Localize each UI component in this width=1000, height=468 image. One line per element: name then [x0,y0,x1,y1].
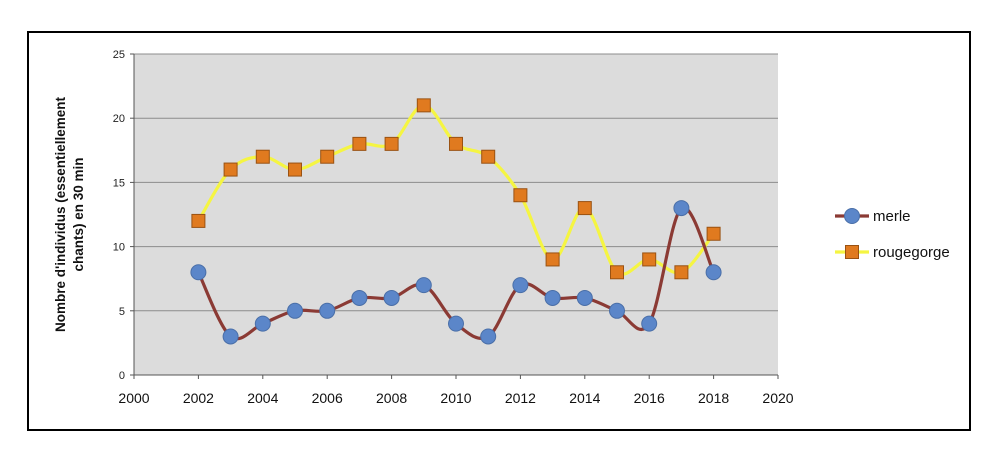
x-tick-label: 2014 [569,390,600,406]
data-point-rougegorge [674,265,689,280]
legend-marker-rougegorge [845,245,859,259]
data-point-merle [673,200,690,217]
y-tick-label: 20 [113,113,125,125]
data-point-rougegorge [642,252,657,267]
legend-label-rougegorge: rougegorge [873,244,950,261]
data-point-rougegorge [223,162,238,177]
x-tick-label: 2016 [634,390,665,406]
data-point-rougegorge [320,149,335,164]
y-axis-title: Nombre d'individus (essentiellement chant… [53,96,86,332]
x-tick-label: 2020 [762,390,793,406]
data-point-rougegorge [706,226,721,241]
legend-marker-merle [844,208,860,224]
data-point-merle [544,289,561,306]
y-axis-title-line: Nombre d'individus (essentiellement [53,96,68,332]
x-tick-label: 2010 [440,390,471,406]
y-tick-label: 25 [113,49,125,61]
data-point-merle [609,302,625,319]
data-point-merle [383,289,400,306]
chart-frame: 0 5 10 15 20 25 2000 2002 2004 2006 2008 2010 2012 20… [27,31,971,431]
x-tick-label: 2002 [183,390,214,406]
data-point-rougegorge [449,136,463,151]
data-point-rougegorge [384,136,399,151]
x-tick-label: 2018 [698,390,729,406]
data-point-merle [415,277,432,294]
data-point-merle [222,328,239,345]
data-point-rougegorge [513,188,528,203]
data-point-rougegorge [610,265,624,280]
y-tick-label: 0 [119,370,125,382]
data-point-rougegorge [545,252,560,267]
data-point-rougegorge [288,162,302,177]
data-point-merle [254,315,271,332]
y-tick-label: 15 [113,177,125,189]
data-point-rougegorge [481,149,496,164]
data-point-merle [190,264,207,281]
data-point-merle [480,328,497,345]
data-point-merle [319,302,336,319]
data-point-rougegorge [577,201,592,216]
data-point-merle [448,315,464,332]
x-tick-label: 2008 [376,390,407,406]
data-point-rougegorge [191,213,206,228]
data-point-rougegorge [416,98,431,113]
y-tick-label: 5 [119,306,125,318]
x-tick-label: 2012 [505,390,536,406]
data-point-merle [641,315,658,332]
legend-label-merle: merle [873,208,911,225]
data-point-merle [287,302,303,319]
x-tick-label: 2004 [247,390,278,406]
data-point-merle [705,264,722,281]
x-tick-label: 2000 [118,390,149,406]
x-tick-label: 2006 [312,390,343,406]
data-point-merle [351,289,368,306]
data-point-rougegorge [255,149,270,164]
data-point-merle [512,277,529,294]
y-axis-title-line: chants) en 30 min [71,157,86,271]
data-point-merle [576,289,593,306]
data-point-rougegorge [352,136,367,151]
line-chart: 0 5 10 15 20 25 2000 2002 2004 2006 2008 2010 2012 20… [53,49,950,406]
y-tick-label: 10 [113,242,125,254]
